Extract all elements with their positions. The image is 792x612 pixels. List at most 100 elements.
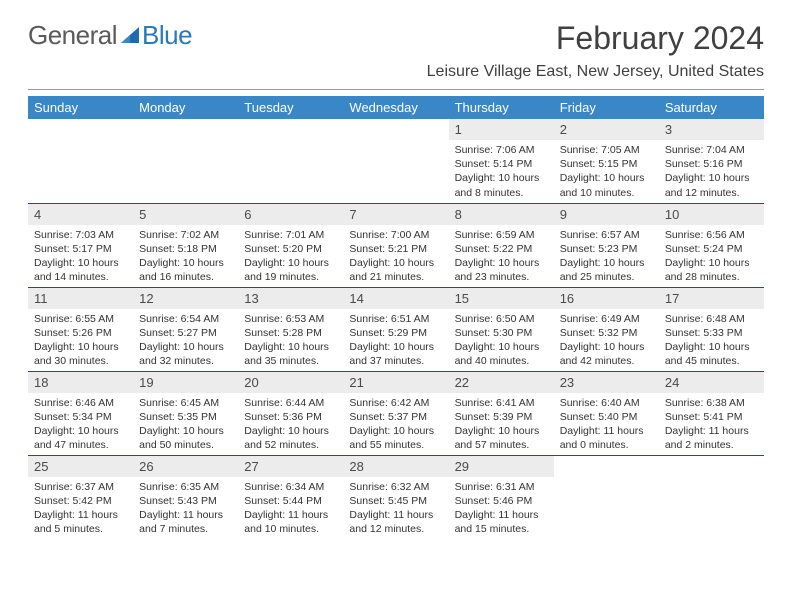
calendar-week: 4Sunrise: 7:03 AMSunset: 5:17 PMDaylight… (28, 203, 764, 287)
day-daylight: Daylight: 11 hours and 0 minutes. (560, 424, 653, 452)
day-sunset: Sunset: 5:27 PM (139, 326, 232, 340)
calendar-day-cell: 25Sunrise: 6:37 AMSunset: 5:42 PMDayligh… (28, 455, 133, 539)
day-details: Sunrise: 6:32 AMSunset: 5:45 PMDaylight:… (343, 477, 448, 539)
day-daylight: Daylight: 10 hours and 30 minutes. (34, 340, 127, 368)
day-sunrise: Sunrise: 6:51 AM (349, 312, 442, 326)
day-details: Sunrise: 6:51 AMSunset: 5:29 PMDaylight:… (343, 309, 448, 371)
day-daylight: Daylight: 10 hours and 14 minutes. (34, 256, 127, 284)
day-number: 29 (449, 456, 554, 477)
calendar-day-cell: 5Sunrise: 7:02 AMSunset: 5:18 PMDaylight… (133, 203, 238, 287)
day-sunrise: Sunrise: 6:37 AM (34, 480, 127, 494)
day-number: 2 (554, 119, 659, 140)
calendar-day-cell: 21Sunrise: 6:42 AMSunset: 5:37 PMDayligh… (343, 371, 448, 455)
day-daylight: Daylight: 10 hours and 10 minutes. (560, 171, 653, 199)
day-sunset: Sunset: 5:32 PM (560, 326, 653, 340)
calendar-day-cell (659, 455, 764, 539)
day-details: Sunrise: 6:45 AMSunset: 5:35 PMDaylight:… (133, 393, 238, 455)
day-details: Sunrise: 6:46 AMSunset: 5:34 PMDaylight:… (28, 393, 133, 455)
calendar-week: 18Sunrise: 6:46 AMSunset: 5:34 PMDayligh… (28, 371, 764, 455)
day-number: 7 (343, 204, 448, 225)
day-details: Sunrise: 6:34 AMSunset: 5:44 PMDaylight:… (238, 477, 343, 539)
day-details: Sunrise: 7:00 AMSunset: 5:21 PMDaylight:… (343, 225, 448, 287)
day-sunrise: Sunrise: 6:32 AM (349, 480, 442, 494)
day-sunset: Sunset: 5:41 PM (665, 410, 758, 424)
day-sunset: Sunset: 5:33 PM (665, 326, 758, 340)
calendar-day-cell: 4Sunrise: 7:03 AMSunset: 5:17 PMDaylight… (28, 203, 133, 287)
calendar-day-cell (28, 119, 133, 203)
day-sunset: Sunset: 5:46 PM (455, 494, 548, 508)
day-daylight: Daylight: 11 hours and 7 minutes. (139, 508, 232, 536)
day-number: 26 (133, 456, 238, 477)
day-daylight: Daylight: 10 hours and 47 minutes. (34, 424, 127, 452)
day-header: Wednesday (343, 96, 448, 119)
day-sunrise: Sunrise: 7:06 AM (455, 143, 548, 157)
header: General Blue February 2024 Leisure Villa… (28, 20, 764, 81)
logo: General Blue (28, 20, 192, 51)
day-details: Sunrise: 6:59 AMSunset: 5:22 PMDaylight:… (449, 225, 554, 287)
day-number: 21 (343, 372, 448, 393)
day-details: Sunrise: 6:41 AMSunset: 5:39 PMDaylight:… (449, 393, 554, 455)
day-sunrise: Sunrise: 7:03 AM (34, 228, 127, 242)
calendar-day-cell: 22Sunrise: 6:41 AMSunset: 5:39 PMDayligh… (449, 371, 554, 455)
calendar-day-cell: 17Sunrise: 6:48 AMSunset: 5:33 PMDayligh… (659, 287, 764, 371)
calendar-day-cell: 26Sunrise: 6:35 AMSunset: 5:43 PMDayligh… (133, 455, 238, 539)
day-details: Sunrise: 6:40 AMSunset: 5:40 PMDaylight:… (554, 393, 659, 455)
day-number: 8 (449, 204, 554, 225)
calendar-week: 11Sunrise: 6:55 AMSunset: 5:26 PMDayligh… (28, 287, 764, 371)
day-sunrise: Sunrise: 6:34 AM (244, 480, 337, 494)
logo-text-blue: Blue (142, 20, 192, 51)
day-details: Sunrise: 7:05 AMSunset: 5:15 PMDaylight:… (554, 140, 659, 202)
calendar-day-cell (554, 455, 659, 539)
calendar-day-cell: 3Sunrise: 7:04 AMSunset: 5:16 PMDaylight… (659, 119, 764, 203)
day-sunrise: Sunrise: 6:35 AM (139, 480, 232, 494)
day-number: 18 (28, 372, 133, 393)
logo-text-general: General (28, 20, 117, 51)
day-daylight: Daylight: 10 hours and 25 minutes. (560, 256, 653, 284)
day-details: Sunrise: 6:31 AMSunset: 5:46 PMDaylight:… (449, 477, 554, 539)
day-sunset: Sunset: 5:18 PM (139, 242, 232, 256)
day-details: Sunrise: 6:56 AMSunset: 5:24 PMDaylight:… (659, 225, 764, 287)
calendar-day-cell: 19Sunrise: 6:45 AMSunset: 5:35 PMDayligh… (133, 371, 238, 455)
day-details: Sunrise: 6:50 AMSunset: 5:30 PMDaylight:… (449, 309, 554, 371)
day-number: 22 (449, 372, 554, 393)
day-daylight: Daylight: 11 hours and 5 minutes. (34, 508, 127, 536)
day-details: Sunrise: 6:37 AMSunset: 5:42 PMDaylight:… (28, 477, 133, 539)
calendar-day-cell: 13Sunrise: 6:53 AMSunset: 5:28 PMDayligh… (238, 287, 343, 371)
calendar-day-cell: 1Sunrise: 7:06 AMSunset: 5:14 PMDaylight… (449, 119, 554, 203)
day-daylight: Daylight: 10 hours and 37 minutes. (349, 340, 442, 368)
day-sunset: Sunset: 5:40 PM (560, 410, 653, 424)
calendar-day-cell: 2Sunrise: 7:05 AMSunset: 5:15 PMDaylight… (554, 119, 659, 203)
day-sunset: Sunset: 5:26 PM (34, 326, 127, 340)
day-daylight: Daylight: 10 hours and 16 minutes. (139, 256, 232, 284)
calendar-day-cell: 28Sunrise: 6:32 AMSunset: 5:45 PMDayligh… (343, 455, 448, 539)
day-details: Sunrise: 6:54 AMSunset: 5:27 PMDaylight:… (133, 309, 238, 371)
day-sunrise: Sunrise: 6:44 AM (244, 396, 337, 410)
calendar-day-cell: 18Sunrise: 6:46 AMSunset: 5:34 PMDayligh… (28, 371, 133, 455)
day-sunrise: Sunrise: 6:57 AM (560, 228, 653, 242)
day-number: 3 (659, 119, 764, 140)
day-sunrise: Sunrise: 6:45 AM (139, 396, 232, 410)
day-number: 5 (133, 204, 238, 225)
day-details: Sunrise: 7:04 AMSunset: 5:16 PMDaylight:… (659, 140, 764, 202)
day-details: Sunrise: 6:38 AMSunset: 5:41 PMDaylight:… (659, 393, 764, 455)
day-sunrise: Sunrise: 7:01 AM (244, 228, 337, 242)
calendar-day-cell: 9Sunrise: 6:57 AMSunset: 5:23 PMDaylight… (554, 203, 659, 287)
calendar-day-cell: 27Sunrise: 6:34 AMSunset: 5:44 PMDayligh… (238, 455, 343, 539)
day-number: 23 (554, 372, 659, 393)
calendar-day-cell: 10Sunrise: 6:56 AMSunset: 5:24 PMDayligh… (659, 203, 764, 287)
day-sunrise: Sunrise: 7:00 AM (349, 228, 442, 242)
calendar-week: 1Sunrise: 7:06 AMSunset: 5:14 PMDaylight… (28, 119, 764, 203)
calendar-day-cell: 20Sunrise: 6:44 AMSunset: 5:36 PMDayligh… (238, 371, 343, 455)
day-sunrise: Sunrise: 7:05 AM (560, 143, 653, 157)
day-details: Sunrise: 7:03 AMSunset: 5:17 PMDaylight:… (28, 225, 133, 287)
day-number: 24 (659, 372, 764, 393)
calendar-day-cell: 16Sunrise: 6:49 AMSunset: 5:32 PMDayligh… (554, 287, 659, 371)
day-sunrise: Sunrise: 6:31 AM (455, 480, 548, 494)
month-title: February 2024 (427, 20, 764, 57)
day-daylight: Daylight: 10 hours and 19 minutes. (244, 256, 337, 284)
day-sunrise: Sunrise: 6:38 AM (665, 396, 758, 410)
day-sunset: Sunset: 5:34 PM (34, 410, 127, 424)
day-number: 16 (554, 288, 659, 309)
day-number: 1 (449, 119, 554, 140)
day-number: 11 (28, 288, 133, 309)
